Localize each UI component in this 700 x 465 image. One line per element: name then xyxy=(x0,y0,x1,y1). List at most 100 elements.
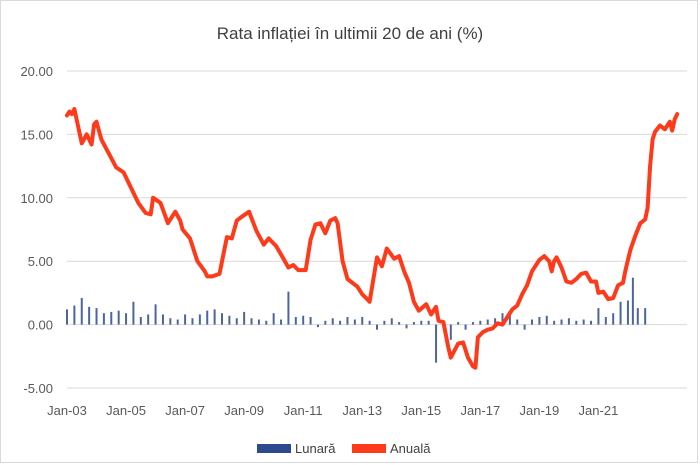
monthly-bar xyxy=(486,319,489,325)
monthly-bar xyxy=(545,315,548,325)
monthly-bar xyxy=(612,313,615,325)
monthly-bar xyxy=(631,277,634,325)
x-tick-label: Jan-19 xyxy=(520,403,560,418)
monthly-bar xyxy=(265,320,268,325)
monthly-bar xyxy=(644,308,647,325)
legend-swatch-lunara xyxy=(257,444,291,453)
monthly-bar xyxy=(604,316,607,325)
monthly-bar xyxy=(294,316,297,325)
monthly-bar xyxy=(88,306,91,325)
monthly-bar xyxy=(257,319,260,325)
annual-line-layer xyxy=(65,107,680,370)
monthly-bar xyxy=(243,311,246,325)
monthly-bar xyxy=(206,310,209,325)
y-tick-label: 0.00 xyxy=(28,318,53,333)
monthly-bar xyxy=(523,324,526,330)
x-tick-label: Jan-21 xyxy=(579,403,619,418)
monthly-bar xyxy=(508,311,511,325)
monthly-bar xyxy=(125,313,128,325)
monthly-bar xyxy=(102,313,105,325)
monthly-bar xyxy=(516,319,519,325)
monthly-bar xyxy=(567,318,570,325)
x-tick-label: Jan-07 xyxy=(165,403,205,418)
gridlines xyxy=(67,70,687,389)
monthly-bar xyxy=(287,291,290,325)
monthly-bar xyxy=(531,319,533,325)
monthly-bar xyxy=(398,322,401,325)
monthly-bar xyxy=(309,316,312,325)
legend-label-anuala: Anuală xyxy=(390,441,431,456)
monthly-bar xyxy=(221,313,223,325)
monthly-bar xyxy=(449,324,452,340)
x-tick-label: Jan-09 xyxy=(224,403,264,418)
monthly-bar xyxy=(73,305,76,325)
x-tick-label: Jan-17 xyxy=(460,403,500,418)
x-tick-label: Jan-13 xyxy=(342,403,382,418)
monthly-bar xyxy=(368,320,371,325)
monthly-bar xyxy=(228,315,231,325)
monthly-bar xyxy=(494,318,497,325)
annual-line xyxy=(65,107,680,370)
monthly-bar xyxy=(361,316,364,325)
monthly-bar xyxy=(390,318,393,325)
monthly-bar xyxy=(117,310,120,325)
chart-title: Rata inflației în ultimii 20 de ani (%) xyxy=(217,24,483,43)
monthly-bar xyxy=(280,319,283,325)
monthly-bar xyxy=(154,304,157,325)
monthly-bar xyxy=(626,300,629,325)
monthly-bar xyxy=(479,320,482,325)
y-tick-label: 15.00 xyxy=(20,127,53,142)
x-tick-label: Jan-03 xyxy=(47,403,87,418)
monthly-bar xyxy=(272,313,275,325)
y-tick-label: 10.00 xyxy=(20,191,53,206)
monthly-bar xyxy=(405,324,408,329)
monthly-bar xyxy=(161,314,164,325)
monthly-bar xyxy=(553,320,556,325)
monthly-bar xyxy=(95,308,98,325)
monthly-bar xyxy=(147,314,150,325)
legend-label-lunara: Lunară xyxy=(295,441,336,456)
monthly-bar xyxy=(471,322,474,325)
monthly-bar xyxy=(169,318,172,325)
monthly-bar xyxy=(636,308,639,325)
monthly-bar xyxy=(560,319,563,325)
monthly-bar xyxy=(590,320,593,325)
monthly-bar xyxy=(66,309,68,325)
monthly-bar xyxy=(383,320,386,325)
monthly-bar xyxy=(339,320,342,325)
monthly-bar xyxy=(353,319,356,325)
monthly-bar xyxy=(582,319,585,325)
y-tick-label: -5.00 xyxy=(23,381,53,396)
monthly-bar xyxy=(132,301,135,325)
y-axis-ticks: 20.00 15.00 10.00 5.00 0.00 -5.00 xyxy=(20,64,53,396)
legend-swatch-anuala xyxy=(352,444,386,453)
monthly-bar xyxy=(176,319,179,325)
monthly-bar xyxy=(346,316,349,325)
monthly-bars xyxy=(66,277,647,363)
monthly-bar xyxy=(376,324,378,330)
monthly-bar xyxy=(184,314,187,325)
monthly-bar xyxy=(619,301,622,325)
monthly-bar xyxy=(412,322,415,325)
monthly-bar xyxy=(597,308,600,325)
monthly-bar xyxy=(324,320,327,325)
x-tick-label: Jan-05 xyxy=(106,403,146,418)
y-tick-label: 20.00 xyxy=(20,64,53,79)
monthly-bar xyxy=(427,320,430,325)
monthly-bar xyxy=(435,324,438,363)
monthly-bar xyxy=(464,324,467,330)
monthly-bar xyxy=(110,311,113,325)
monthly-bar xyxy=(316,324,319,328)
x-axis-ticks: Jan-03 Jan-05 Jan-07 Jan-09 Jan-11 Jan-13 Jan-… xyxy=(47,403,618,418)
x-tick-label: Jan-15 xyxy=(401,403,441,418)
monthly-bar xyxy=(139,316,142,325)
legend: Lunară Anuală xyxy=(257,441,431,456)
monthly-bar xyxy=(420,320,423,325)
monthly-bar xyxy=(80,297,83,325)
monthly-bar xyxy=(250,318,253,325)
monthly-bar xyxy=(213,309,216,325)
x-tick-label: Jan-11 xyxy=(284,403,323,418)
monthly-bar xyxy=(331,318,334,325)
y-tick-label: 5.00 xyxy=(28,254,53,269)
